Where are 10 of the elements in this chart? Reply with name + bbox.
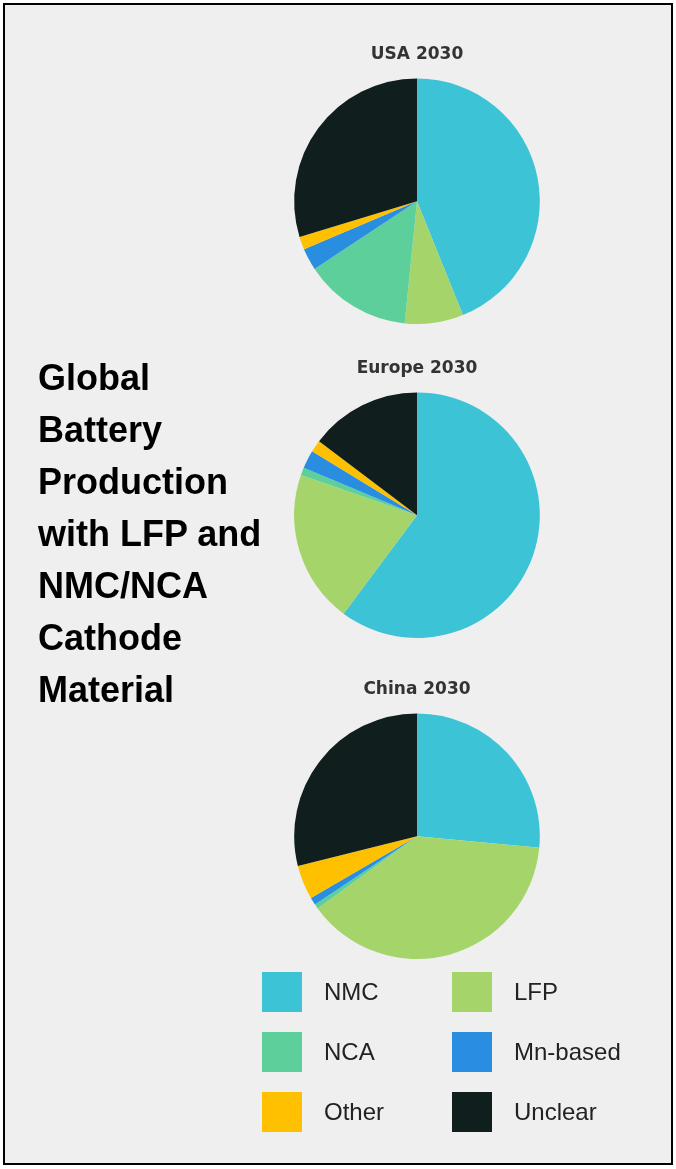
- chart-title: USA 2030: [370, 42, 464, 63]
- legend-label: Other: [324, 1098, 385, 1126]
- chart-title: Europe 2030: [356, 356, 478, 377]
- text: Global Battery Production with LFP and NMC/NCA Cathode Material: [38, 356, 263, 712]
- legend-label: LFP: [514, 978, 559, 1006]
- chart-title: China 2030: [363, 677, 471, 698]
- legend-label: Mn-based: [514, 1038, 621, 1066]
- legend-label: NMC: [324, 978, 379, 1006]
- legend-label: NCA: [324, 1038, 375, 1066]
- legend-label: Unclear: [514, 1098, 597, 1126]
